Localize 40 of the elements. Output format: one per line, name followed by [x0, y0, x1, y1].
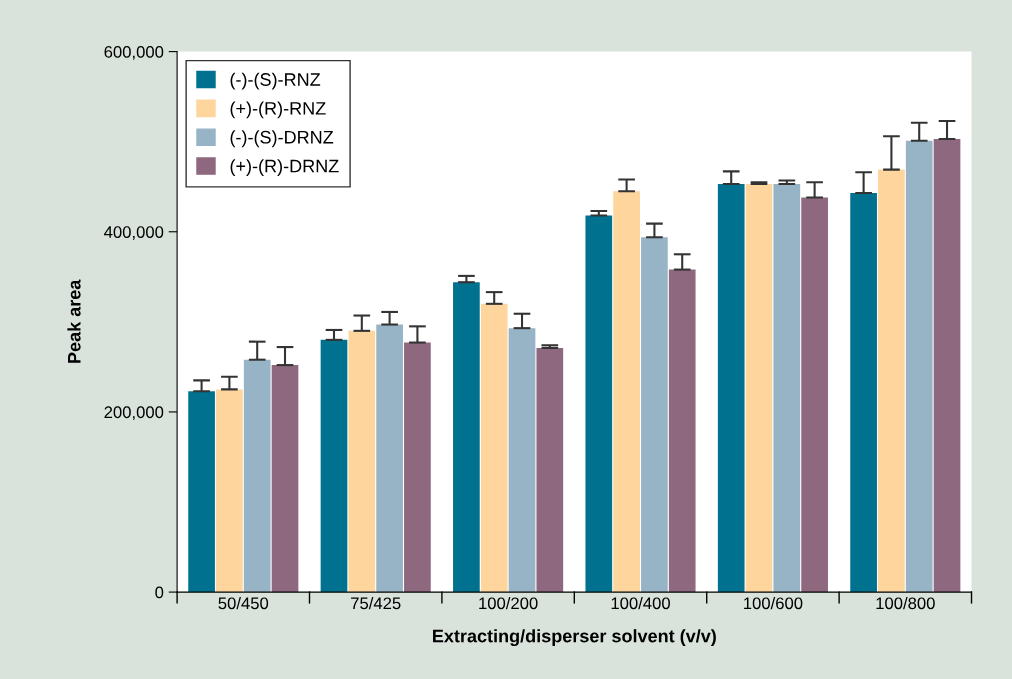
bar — [641, 237, 668, 593]
bar — [536, 347, 564, 593]
x-tick-label: 50/450 — [218, 596, 269, 610]
bar — [271, 365, 299, 593]
bar — [376, 324, 403, 593]
bar — [188, 391, 215, 593]
bar — [717, 184, 745, 593]
y-tick-label: 600,000 — [104, 46, 164, 60]
y-tick-label: 400,000 — [104, 226, 164, 240]
legend-label: (+)-(R)-RNZ — [230, 101, 326, 119]
bar — [933, 138, 961, 593]
bar — [613, 191, 640, 593]
x-tick-label: 100/600 — [744, 596, 803, 610]
x-tick-label: 100/200 — [479, 596, 538, 610]
bar — [404, 342, 431, 593]
bar — [585, 215, 613, 593]
bar — [668, 269, 696, 593]
bar — [905, 140, 933, 593]
legend-label: (-)-(S)-RNZ — [230, 72, 321, 90]
bar — [216, 389, 243, 593]
bar — [480, 303, 508, 593]
y-axis-title: Peak area — [67, 279, 81, 363]
x-tick-label: 100/400 — [611, 596, 670, 610]
bar — [508, 328, 536, 593]
legend-label: (+)-(R)-DRNZ — [230, 159, 339, 176]
bar — [773, 184, 801, 593]
bar — [348, 330, 376, 593]
bar — [453, 282, 480, 593]
y-tick-label: 200,000 — [104, 406, 164, 421]
x-tick-label: 75/425 — [351, 596, 401, 610]
bar — [745, 184, 773, 593]
bar — [320, 339, 348, 593]
x-tick-label: 100/800 — [876, 596, 935, 610]
bar — [850, 193, 877, 593]
legend-label: (-)-(S)-DRNZ — [230, 130, 334, 148]
x-axis-title: Extracting/disperser solvent (v/v) — [433, 629, 716, 647]
bar — [801, 197, 828, 593]
bar — [243, 359, 271, 593]
bar — [878, 169, 905, 593]
y-tick-label: 0 — [155, 586, 164, 599]
